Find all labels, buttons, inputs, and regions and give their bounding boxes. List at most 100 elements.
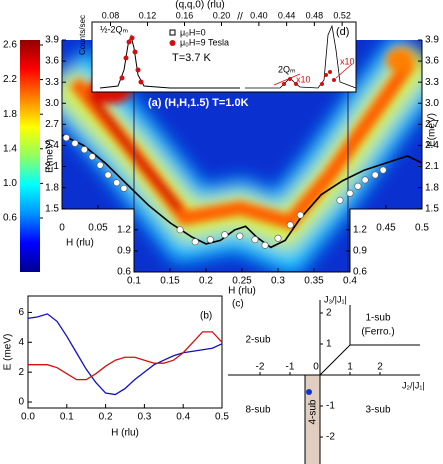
data-point (336, 196, 344, 204)
annotation: 2Qₘ (278, 64, 296, 74)
y-tick-label: -2 (326, 432, 335, 443)
y-tick-label: 3.9 (45, 35, 59, 46)
y-tick-label: 2.7 (45, 119, 59, 130)
panel-b-label: (b) (200, 311, 212, 322)
legend-marker (169, 29, 176, 36)
y-tick-label: 2.1 (45, 161, 59, 172)
legend-entry: μ₀H=0 (180, 27, 206, 37)
inset-x-label: (q,q,0) (rlu) (175, 0, 224, 11)
x-tick-label: 0.2 (199, 276, 213, 287)
x-tick-label: 0.16 (176, 10, 194, 20)
x-tick-label: 0.4 (176, 412, 190, 423)
data-point (80, 146, 88, 154)
x-axis-label: H (rlu) (228, 286, 256, 297)
y-tick-label: 0.6 (353, 267, 367, 278)
colorbar-tick-label: 1.8 (3, 109, 17, 120)
x-tick-label: 0.12 (139, 10, 157, 20)
colorbar-tick-label: 1.0 (3, 178, 17, 189)
data-point (71, 139, 79, 147)
colorbar-tick-label: 2.6 (3, 40, 17, 51)
y-tick-label: 2.4 (45, 140, 59, 151)
x-tick-label: 0.44 (278, 10, 296, 20)
x-tick-label: 0.3 (137, 412, 151, 423)
y-tick-label: 0.6 (117, 267, 131, 278)
x-tick-label: 0.40 (250, 10, 268, 20)
x-tick-label: 0.08 (102, 10, 120, 20)
y-tick-label: 0 (18, 397, 24, 408)
marker (306, 389, 312, 395)
data-point (286, 221, 294, 229)
panel-c-label: (c) (232, 299, 244, 310)
colorbar (20, 40, 40, 272)
x-tick-label: 0.05 (88, 223, 108, 234)
x-tick-label: 0.25 (232, 276, 252, 287)
x-tick-label: 0.0 (21, 412, 35, 423)
inset-frame (91, 21, 357, 93)
data-point (251, 236, 259, 244)
phase-boundary (319, 305, 420, 376)
y-tick-label: 1.8 (45, 182, 59, 193)
y-tick-label: 1.8 (425, 182, 439, 193)
y-tick-label: -1 (326, 401, 335, 412)
x-tick-label: 0 (59, 223, 65, 234)
panel-a-label: (a) (H,H,1.5) T=1.0K (148, 97, 249, 109)
fit-line (61, 134, 423, 249)
legend-entry: μ₀H=9 Tesla (180, 37, 229, 47)
x-axis-label: H (rlu) (111, 428, 139, 439)
x-tick-label: 0 (313, 362, 319, 373)
data-point (221, 231, 229, 239)
axis-break: // (237, 12, 243, 23)
data-point (191, 238, 199, 246)
x-tick-label: 0.1 (60, 412, 74, 423)
data-point (62, 134, 70, 142)
y-tick-label: 3.3 (45, 77, 59, 88)
inset-peaks (99, 24, 357, 89)
data-point (354, 182, 362, 190)
y-tick-label: 0.9 (117, 246, 131, 257)
x-axis-label: J₂/|J₁| (402, 380, 425, 390)
x-tick-label: 2 (377, 362, 383, 373)
colorbar-label: E(meV) (45, 139, 56, 173)
colorbar-tick-label: 0.6 (3, 213, 17, 224)
x-tick-label: -1 (286, 362, 295, 373)
annotation: x10 (340, 56, 355, 66)
x-tick-label: 0.48 (306, 10, 324, 20)
x-tick-label: 0.5 (415, 223, 429, 234)
data-point (371, 171, 379, 179)
data-point (96, 161, 104, 169)
y-tick-label: 2 (18, 367, 24, 378)
line-series (27, 313, 223, 396)
y-tick-label: 1 (326, 339, 332, 350)
annotation: T=3.7 K (172, 52, 211, 64)
y-tick-label: 2.4 (425, 140, 439, 151)
x-axis-label: H (rlu) (66, 238, 94, 249)
y-tick-label: 0.9 (353, 246, 367, 257)
data-point (176, 226, 184, 234)
colorbar-tick-label: 1.4 (3, 143, 17, 154)
line-series (28, 331, 223, 381)
region-label: 1-sub (365, 313, 390, 324)
y-tick-label: 2.7 (425, 119, 439, 130)
y-tick-label: 6 (18, 307, 24, 318)
x-tick-label: 1 (347, 362, 353, 373)
data-point (274, 234, 282, 242)
x-tick-label: 0.5 (215, 412, 229, 423)
y-tick-label: 3.6 (45, 56, 59, 67)
data-point (346, 189, 354, 197)
data-point (361, 176, 369, 184)
y-tick-label: 3.9 (425, 35, 439, 46)
data-point (120, 184, 128, 192)
x-tick-label: 0.15 (160, 276, 180, 287)
y-tick-label: 3.0 (45, 98, 59, 109)
legend-marker (169, 40, 176, 46)
data-point (236, 232, 244, 240)
x-tick-label: 0.2 (99, 412, 113, 423)
y-axis-label: E(meV) (427, 113, 438, 147)
region-label: 8-sub (245, 405, 270, 416)
data-point (261, 241, 269, 249)
region-label: 2-sub (245, 335, 270, 346)
shaded-region (305, 375, 320, 464)
x-tick-label: 0.3 (271, 276, 285, 287)
x-tick-label: 0.35 (304, 276, 324, 287)
